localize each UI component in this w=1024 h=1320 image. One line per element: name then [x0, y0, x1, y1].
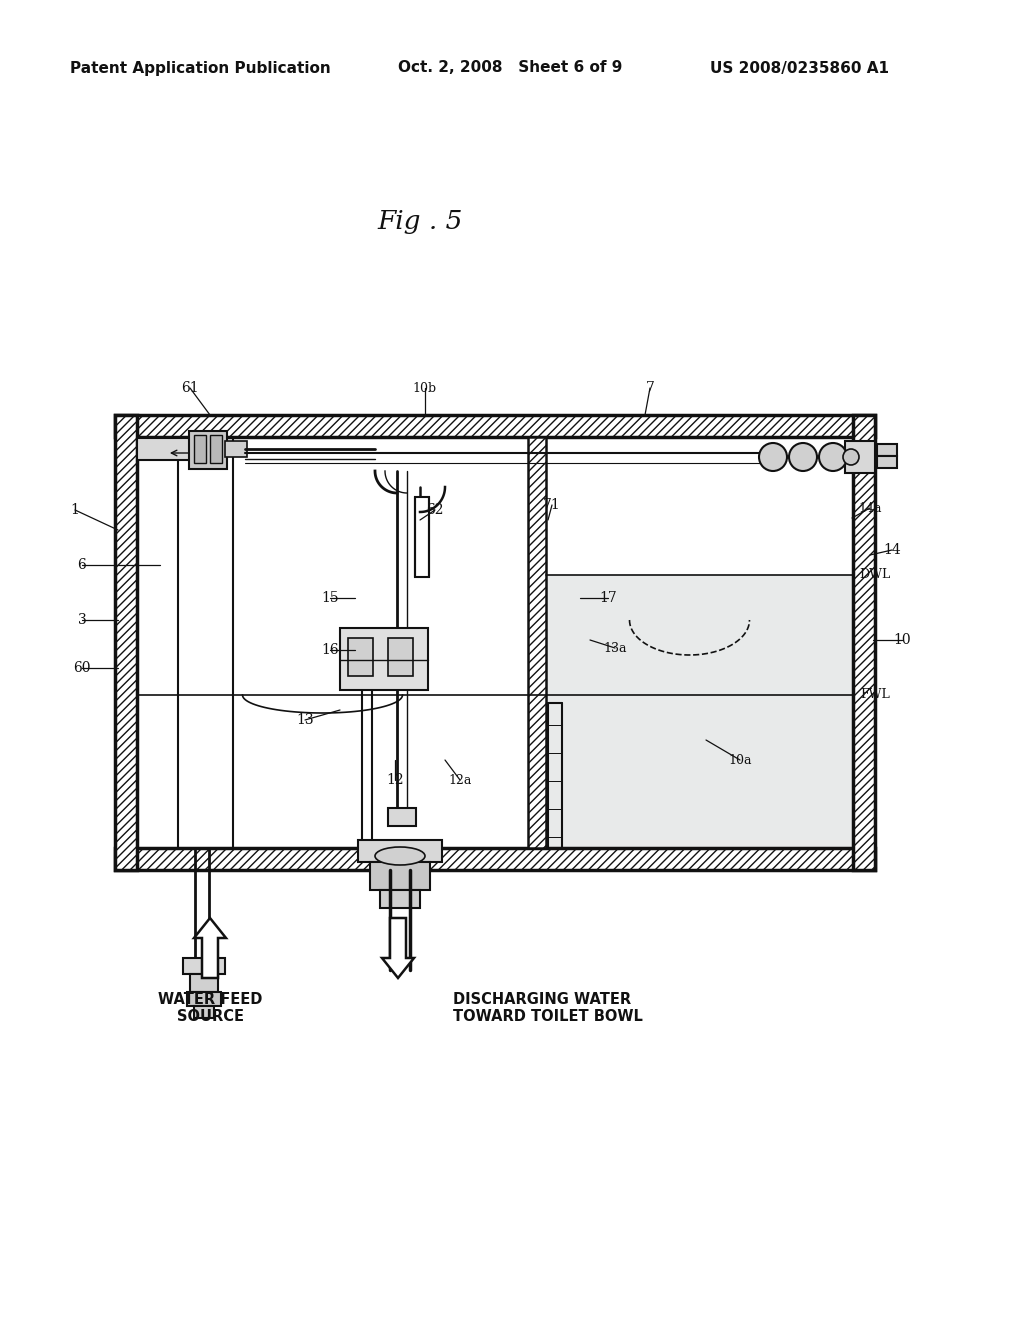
Bar [358, 840, 442, 862]
Text: 60: 60 [74, 661, 91, 675]
Bar [877, 444, 897, 455]
Bar [348, 638, 373, 676]
FancyArrow shape [194, 917, 226, 978]
Bar [877, 455, 897, 469]
Text: 10: 10 [893, 634, 910, 647]
Text: 17: 17 [599, 591, 616, 605]
Bar [225, 441, 247, 457]
Text: 10a: 10a [728, 754, 752, 767]
Text: 14a: 14a [858, 502, 882, 515]
Bar [115, 414, 137, 870]
Bar [340, 628, 428, 690]
Text: US 2008/0235860 A1: US 2008/0235860 A1 [711, 61, 890, 75]
Ellipse shape [375, 847, 425, 865]
Bar [853, 414, 874, 870]
Circle shape [759, 444, 787, 471]
Bar [194, 436, 206, 463]
Text: 13a: 13a [603, 642, 627, 655]
Circle shape [819, 444, 847, 471]
Bar [380, 890, 420, 908]
Text: 3: 3 [78, 612, 86, 627]
Bar [853, 414, 874, 870]
Text: DWL: DWL [859, 569, 891, 582]
Circle shape [843, 449, 859, 465]
Text: 6: 6 [78, 558, 86, 572]
Bar [183, 958, 225, 974]
Text: 61: 61 [181, 381, 199, 395]
Bar [210, 436, 222, 463]
Bar [845, 441, 874, 473]
Bar [115, 847, 874, 870]
Text: FWL: FWL [860, 689, 890, 701]
Bar [388, 808, 416, 826]
Bar [388, 638, 413, 676]
Text: 7: 7 [645, 381, 654, 395]
Bar [115, 414, 874, 437]
Text: Oct. 2, 2008   Sheet 6 of 9: Oct. 2, 2008 Sheet 6 of 9 [397, 61, 623, 75]
Text: DISCHARGING WATER
TOWARD TOILET BOWL: DISCHARGING WATER TOWARD TOILET BOWL [453, 993, 643, 1024]
Bar [194, 1006, 214, 1018]
Text: 10b: 10b [413, 381, 437, 395]
Text: WATER FEED
SOURCE: WATER FEED SOURCE [158, 993, 262, 1024]
Bar [415, 498, 429, 577]
Bar [137, 438, 195, 459]
Bar [189, 432, 227, 469]
Bar [115, 414, 137, 870]
Text: 12: 12 [386, 774, 403, 787]
FancyArrow shape [382, 917, 414, 978]
Bar [187, 993, 221, 1006]
Bar [370, 862, 430, 890]
Text: 15: 15 [322, 591, 339, 605]
Bar [115, 414, 874, 870]
Text: 12a: 12a [449, 774, 472, 787]
Text: 62: 62 [426, 503, 443, 517]
Bar [546, 576, 853, 847]
Text: 16: 16 [322, 643, 339, 657]
Circle shape [790, 444, 817, 471]
Text: Patent Application Publication: Patent Application Publication [70, 61, 331, 75]
Bar [115, 414, 874, 437]
Bar [190, 974, 218, 993]
Text: 14: 14 [883, 543, 901, 557]
Text: 71: 71 [543, 498, 561, 512]
Bar [528, 437, 546, 847]
Text: Fig . 5: Fig . 5 [377, 210, 463, 235]
Text: 13: 13 [296, 713, 313, 727]
Bar [115, 847, 874, 870]
Bar [528, 437, 546, 847]
Text: 1: 1 [71, 503, 80, 517]
